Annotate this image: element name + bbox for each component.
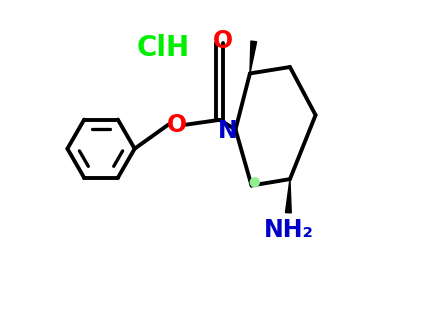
Text: N: N (218, 119, 237, 143)
Text: O: O (167, 113, 187, 137)
Text: O: O (213, 29, 233, 53)
Text: ClH: ClH (137, 34, 190, 62)
Text: NH₂: NH₂ (264, 218, 313, 242)
Polygon shape (250, 41, 257, 73)
Polygon shape (286, 179, 291, 213)
Circle shape (250, 178, 259, 187)
